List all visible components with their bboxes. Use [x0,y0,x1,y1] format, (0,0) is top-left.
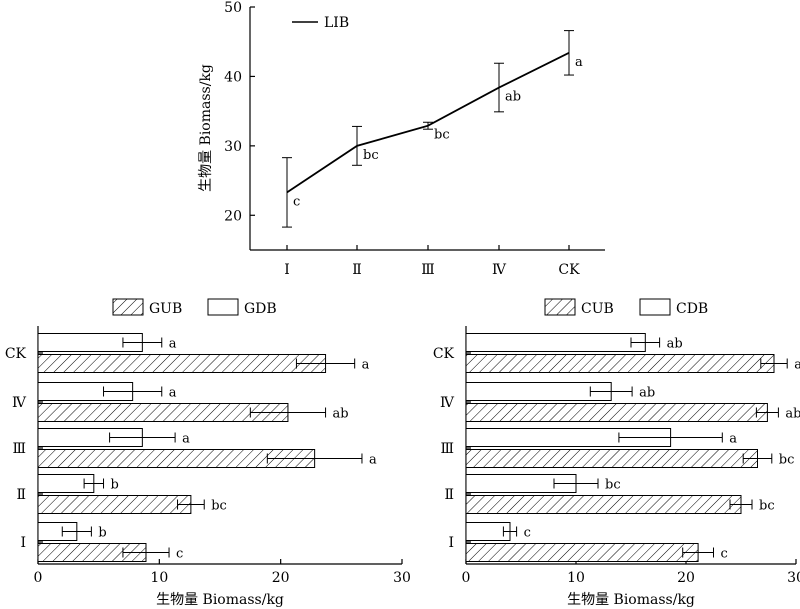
x-tick-label: 30 [393,570,411,586]
y-tick-label: CK [5,346,27,362]
significance-label: ab [785,407,800,422]
significance-label: a [729,432,737,447]
legend-swatch-gdb [207,298,239,316]
legend-swatch-cub [544,298,576,316]
significance-label: bc [211,499,227,514]
y-tick-label: Ⅱ [444,487,454,503]
legend-label-gub: GUB [149,301,182,317]
line-chart-lib: 20 30 40 50 Ⅰ Ⅱ Ⅲ Ⅳ CK c bc bc ab a LIB 生物量 Biomass/kg [198,0,605,278]
significance-label: c [524,526,531,541]
bar-cub [465,354,775,373]
significance-label: ab [667,337,683,352]
bar-cub [465,403,768,422]
significance-label: bc [759,499,775,514]
y-tick-label: Ⅰ [20,535,26,551]
y-tick-label: Ⅰ [448,535,454,551]
y-tick-label: 30 [224,139,242,155]
significance-label: c [293,194,300,209]
legend-swatch-gub [112,298,144,316]
legend-label-cub: CUB [581,301,614,317]
x-tick-label: CK [558,262,580,278]
significance-label: b [98,526,106,541]
significance-label: a [169,337,177,352]
bar-cub [465,449,758,468]
x-tick-label: 30 [787,570,800,586]
significance-label: bc [363,148,379,163]
significance-label: a [169,386,177,401]
significance-label: bc [779,453,795,468]
significance-label: c [176,547,183,562]
bar-chart-gub-gdb: 0 10 20 30 Ⅰ Ⅱ Ⅲ Ⅳ CK c b bc b a a ab a a a GUB GDB 生物量 Bioma… [5,298,411,608]
significance-label: a [182,432,190,447]
legend-label-gdb: GDB [244,301,277,317]
x-tick-label: 10 [567,570,585,586]
x-tick-label: Ⅳ [492,262,507,278]
y-tick-label: Ⅳ [12,395,27,411]
bar-gub [37,495,192,514]
significance-label: ab [639,386,655,401]
legend-swatch-cdb [639,298,671,316]
y-tick-label: Ⅲ [12,441,26,457]
x-tick-label: Ⅰ [284,262,290,278]
significance-label: a [575,55,583,70]
y-tick-label: Ⅲ [440,441,454,457]
x-tick-label: 0 [34,570,43,586]
x-tick-label: Ⅱ [352,262,362,278]
bar-cdb [465,382,612,401]
significance-label: ab [505,90,521,105]
significance-label: a [369,453,377,468]
bar-chart-cub-cdb: 0 10 20 30 Ⅰ Ⅱ Ⅲ Ⅳ CK c c bc bc bc a ab ab a ab CUB CDB 生物量 B… [433,298,800,608]
y-tick-label: 50 [224,0,242,16]
bar-gub [37,354,327,373]
y-tick-label: 20 [224,208,242,224]
y-tick-label: 40 [224,69,242,85]
y-tick-label: Ⅱ [16,487,26,503]
bar-cdb [465,333,646,352]
x-axis-label: 生物量 Biomass/kg [567,592,695,608]
bar-cub [465,495,742,514]
legend-label-cdb: CDB [676,301,708,317]
x-axis-label: 生物量 Biomass/kg [156,592,284,608]
x-tick-label: 0 [462,570,471,586]
x-tick-label: 10 [150,570,168,586]
bar-cub [465,543,699,562]
significance-label: ab [333,407,349,422]
significance-label: b [111,478,119,493]
x-tick-label: Ⅲ [421,262,435,278]
x-tick-label: 20 [272,570,290,586]
legend-label-lib: LIB [324,15,349,31]
significance-label: bc [434,128,450,143]
x-tick-label: 20 [677,570,695,586]
significance-label: bc [605,478,621,493]
significance-label: a [362,358,370,373]
y-tick-label: CK [433,346,455,362]
y-axis-label: 生物量 Biomass/kg [198,64,214,192]
significance-label: a [794,358,800,373]
significance-label: c [721,547,728,562]
y-tick-label: Ⅳ [440,395,455,411]
